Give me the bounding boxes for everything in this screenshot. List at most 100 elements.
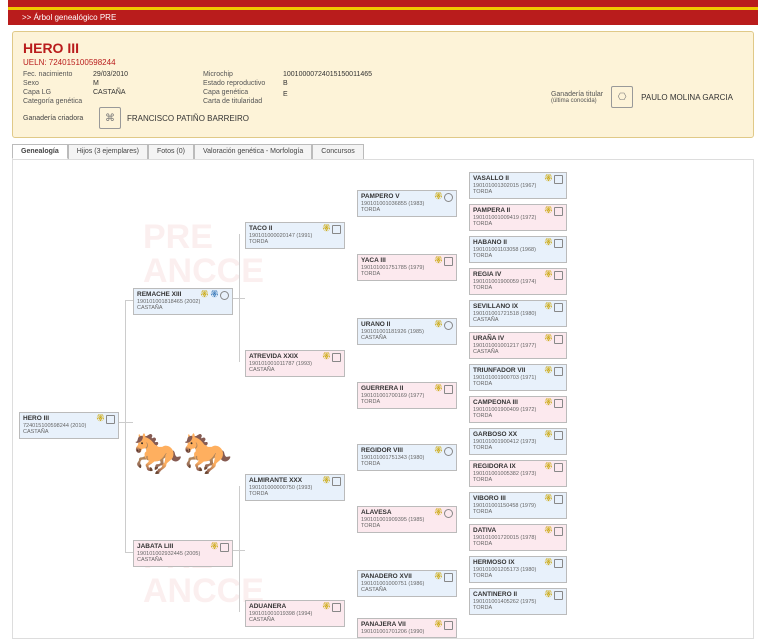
node-coat: CASTAÑA [249, 367, 341, 374]
pedigree-node[interactable]: URANO II190101001181926 (1985)CASTAÑA [357, 318, 457, 345]
ribbon-icon [544, 559, 552, 569]
ribbon-icon [322, 477, 330, 487]
pedigree-node[interactable]: REGIA IV190101001900059 (1974)TORDA [469, 268, 567, 295]
pedigree-node[interactable]: ALMIRANTE XXX 190101000000750 (1993) TOR… [245, 474, 345, 501]
pedigree-node[interactable]: PAMPERO V190101001036855 (1983)TORDA [357, 190, 457, 217]
connector [125, 552, 133, 553]
pedigree-node[interactable]: ADUANERA 190101001019398 (1994) CASTAÑA [245, 600, 345, 627]
tab-valoracion[interactable]: Valoración genética - Morfología [194, 144, 312, 159]
pedigree-node[interactable]: CANTINERO II190101001405262 (1975)TORDA [469, 588, 567, 615]
info-value: B [283, 80, 423, 87]
node-coat: TORDA [473, 381, 563, 388]
owner-name: PAULO MOLINA GARCIA [641, 93, 733, 102]
node-coat: TORDA [249, 491, 341, 498]
owner-brand-icon: ⎔ [611, 86, 633, 108]
ribbon-icon [544, 239, 552, 249]
connector [119, 422, 133, 423]
node-coat: TORDA [473, 509, 563, 516]
brand-icon [554, 335, 563, 344]
pedigree-node[interactable]: REGIDOR VIII190101001751343 (1980)TORDA [357, 444, 457, 471]
pedigree-node-dam[interactable]: JABATA LIII 190101002932445 (2005) CASTA… [133, 540, 233, 567]
node-coat: TORDA [361, 271, 453, 278]
ribbon-icon [434, 257, 442, 267]
info-label: Estado reproductivo [203, 80, 283, 87]
ribbon-icon [434, 193, 442, 203]
connector [239, 486, 240, 612]
brand-icon [444, 509, 453, 518]
node-coat: CASTAÑA [23, 429, 115, 436]
pedigree-node[interactable]: SEVILLANO IX190101001721518 (1980)CASTAÑ… [469, 300, 567, 327]
pedigree-node[interactable]: TACO II 190101000020147 (1991) TORDA [245, 222, 345, 249]
tab-concursos[interactable]: Concursos [312, 144, 363, 159]
pedigree-node[interactable]: PANADERO XVII190101001000751 (1986)CASTA… [357, 570, 457, 597]
pedigree-node[interactable]: REGIDORA IX190101001005382 (1973)TORDA [469, 460, 567, 487]
pedigree-node[interactable]: GARBOSO XX190101001900412 (1973)TORDA [469, 428, 567, 455]
brand-icon [554, 495, 563, 504]
tab-bar: Genealogía Hijos (3 ejemplares) Fotos (0… [12, 144, 754, 159]
info-value: 29/03/2010 [93, 71, 203, 78]
node-coat: CASTAÑA [137, 305, 229, 312]
info-value: M [93, 80, 203, 87]
breadcrumb-link[interactable]: >> Árbol genealógico PRE [22, 13, 116, 22]
ribbon-icon [322, 225, 330, 235]
node-coat: CASTAÑA [361, 587, 453, 594]
node-coat: TORDA [473, 605, 563, 612]
pedigree-node[interactable]: PANAJERA VII190101001701206 (1990) [357, 618, 457, 638]
pedigree-node[interactable]: HABANO II190101001103058 (1968)TORDA [469, 236, 567, 263]
breeder-brand-icon: ⌘ [99, 107, 121, 129]
brand-icon [106, 415, 115, 424]
info-label: Microchip [203, 71, 283, 78]
ribbon-icon [434, 621, 442, 631]
ribbon-icon [322, 353, 330, 363]
brand-icon [554, 367, 563, 376]
pedigree-node[interactable]: PAMPERA II190101001009419 (1972)TORDA [469, 204, 567, 231]
brand-icon [332, 353, 341, 362]
ribbon-icon [434, 573, 442, 583]
pedigree-node-root[interactable]: HERO III 724015100598244 (2010) CASTAÑA [19, 412, 119, 439]
node-coat: CASTAÑA [473, 349, 563, 356]
info-value: E [283, 91, 423, 98]
pedigree-node[interactable]: ATREVIDA XXIX 190101001011787 (1993) CAS… [245, 350, 345, 377]
ribbon-icon [544, 207, 552, 217]
node-coat: CASTAÑA [137, 557, 229, 564]
brand-icon [444, 447, 453, 456]
brand-icon [554, 463, 563, 472]
pedigree-node[interactable]: VASALLO II190101001302015 (1967)TORDA [469, 172, 567, 199]
pedigree-node[interactable]: CAMPEONA III190101001900409 (1972)TORDA [469, 396, 567, 423]
pedigree-node-sire[interactable]: REMACHE XIII 190101001818465 (2002) CAST… [133, 288, 233, 315]
pedigree-node[interactable]: DATIVA190101001720015 (1978)TORDA [469, 524, 567, 551]
pedigree-node[interactable]: HERMOSO IX190101001205173 (1980)TORDA [469, 556, 567, 583]
info-value: CASTAÑA [93, 89, 203, 96]
ribbon-icon [544, 335, 552, 345]
tab-hijos[interactable]: Hijos (3 ejemplares) [68, 144, 148, 159]
pedigree-node[interactable]: ALAVESA190101001909395 (1985)TORDA [357, 506, 457, 533]
brand-icon [444, 321, 453, 330]
pedigree-node[interactable]: GUERRERA II190101001700169 (1977)TORDA [357, 382, 457, 409]
pedigree-node[interactable]: YACA III190101001751785 (1979)TORDA [357, 254, 457, 281]
tab-genealogia[interactable]: Genealogía [12, 144, 68, 159]
ribbon-icon [200, 291, 208, 301]
brand-icon [554, 559, 563, 568]
node-coat: TORDA [473, 445, 563, 452]
brand-icon [554, 239, 563, 248]
ribbon-icon [544, 431, 552, 441]
ribbon-icon [96, 415, 104, 425]
brand-icon [554, 175, 563, 184]
node-coat: CASTAÑA [249, 617, 341, 624]
ribbon-icon [322, 603, 330, 613]
pedigree-node[interactable]: TRIUNFADOR VII190101001900703 (1971)TORD… [469, 364, 567, 391]
brand-icon [332, 603, 341, 612]
tab-fotos[interactable]: Fotos (0) [148, 144, 194, 159]
brand-icon [554, 527, 563, 536]
info-label: Capa genética [203, 89, 283, 96]
horse-header-card: HERO III UELN: 724015100598244 Fec. naci… [12, 31, 754, 138]
node-coat: TORDA [473, 285, 563, 292]
pedigree-node[interactable]: URAÑA IV190101001001217 (1977)CASTAÑA [469, 332, 567, 359]
ribbon-icon [544, 591, 552, 601]
breadcrumb[interactable]: >> Árbol genealógico PRE [8, 10, 758, 25]
brand-icon [220, 291, 229, 300]
connector [125, 300, 133, 301]
breeder-block: Ganadería criadora ⌘ FRANCISCO PATIÑO BA… [23, 107, 743, 129]
ribbon-icon [544, 495, 552, 505]
pedigree-node[interactable]: VIBORO III190101001150458 (1979)TORDA [469, 492, 567, 519]
